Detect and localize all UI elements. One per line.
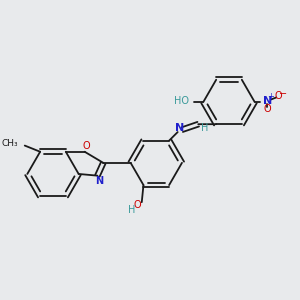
- Text: N: N: [175, 123, 184, 133]
- Text: N: N: [263, 96, 272, 106]
- Text: O: O: [275, 91, 282, 101]
- Text: H: H: [201, 123, 208, 133]
- Text: O: O: [83, 141, 91, 151]
- Text: H: H: [128, 205, 136, 215]
- Text: O: O: [134, 200, 142, 210]
- Text: CH₃: CH₃: [2, 140, 19, 148]
- Text: N: N: [95, 176, 104, 186]
- Text: HO: HO: [174, 96, 189, 106]
- Text: −: −: [279, 89, 287, 99]
- Text: O: O: [263, 104, 271, 115]
- Text: +: +: [268, 92, 274, 101]
